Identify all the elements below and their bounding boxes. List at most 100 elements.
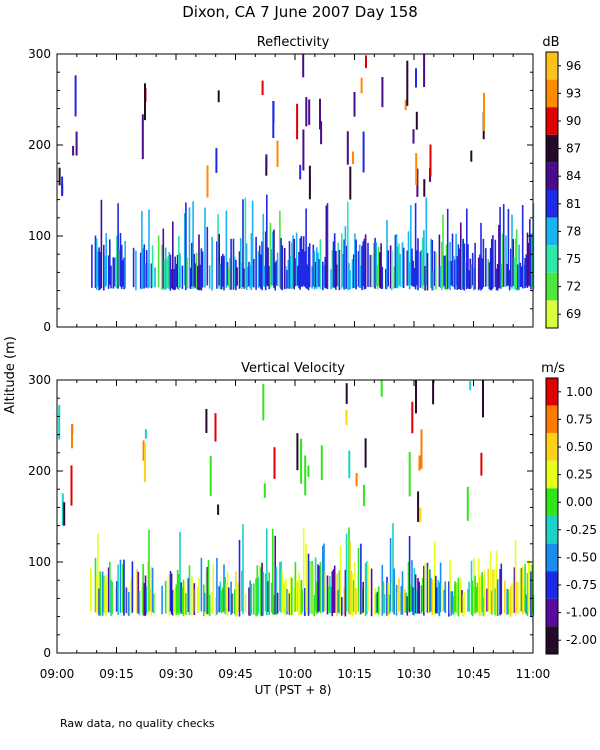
echo-streak [275, 260, 278, 286]
echo-streak [451, 591, 454, 614]
echo-streak [496, 264, 499, 291]
echo-streak [276, 252, 279, 287]
echo-streak [401, 571, 404, 615]
echo-streak [111, 581, 113, 615]
echo-streak [188, 207, 191, 289]
echo-streak [385, 268, 387, 290]
echo-streak [481, 258, 483, 289]
echo-column [355, 473, 358, 487]
echo-streak [431, 240, 434, 291]
echo-streak [207, 560, 210, 615]
echo-column [320, 445, 323, 481]
echo-streak [185, 202, 187, 291]
echo-streak [302, 236, 305, 286]
echo-streak [462, 594, 464, 617]
echo-streak [444, 255, 447, 289]
echo-streak [174, 256, 176, 290]
echo-streak [244, 594, 247, 613]
echo-streak [494, 239, 497, 287]
echo-streak [526, 232, 529, 288]
echo-streak [389, 538, 392, 612]
echo-streak [242, 524, 244, 615]
echo-streak [318, 259, 320, 288]
echo-streak [482, 238, 485, 288]
echo-streak [336, 264, 338, 286]
echo-streak [515, 229, 518, 291]
echo-streak [103, 244, 105, 291]
echo-column [417, 491, 420, 522]
echo-streak [242, 199, 244, 287]
echo-streak [435, 252, 437, 290]
echo-streak [463, 592, 466, 615]
echo-streak [283, 581, 286, 613]
echo-streak [423, 565, 425, 616]
echo-streak [400, 586, 403, 615]
echo-streak [251, 200, 254, 287]
echo-streak [185, 593, 187, 615]
echo-streak [524, 563, 526, 613]
echo-streak [238, 251, 241, 289]
colorbar-swatch [546, 543, 558, 572]
echo-streak [424, 266, 426, 291]
echo-streak [308, 243, 311, 288]
echo-streak [418, 581, 420, 614]
echo-streak [421, 237, 424, 289]
echo-streak [492, 235, 494, 289]
echo-streak [289, 255, 292, 289]
colorbar-label: 0.50 [566, 440, 593, 454]
echo-streak [387, 582, 389, 617]
echo-streak [305, 544, 307, 613]
echo-streak [141, 210, 143, 290]
echo-streak [98, 247, 100, 291]
echo-streak [323, 543, 325, 612]
echo-streak [135, 250, 137, 291]
echo-streak [222, 253, 224, 287]
echo-streak [439, 266, 442, 288]
echo-streak [291, 577, 293, 616]
echo-streak [168, 252, 171, 290]
echo-streak [376, 591, 379, 613]
echo-streak [445, 244, 448, 291]
echo-streak [248, 587, 250, 616]
echo-streak [175, 584, 178, 616]
y-axis-label: Altitude (m) [3, 336, 18, 414]
echo-streak [109, 239, 111, 286]
echo-streak [298, 252, 300, 289]
echo-column [63, 502, 66, 526]
echo-column [61, 176, 64, 197]
echo-streak [391, 250, 393, 291]
echo-streak [395, 584, 398, 616]
echo-streak [469, 258, 472, 289]
echo-streak [124, 241, 126, 289]
echo-streak [101, 571, 104, 616]
echo-streak [370, 568, 373, 617]
echo-streak [148, 529, 150, 612]
echo-streak [285, 266, 287, 290]
echo-streak [337, 242, 339, 287]
echo-streak [358, 244, 361, 288]
velocity-title: Vertical Velocity [241, 361, 345, 376]
echo-streak [375, 593, 378, 614]
echo-streak [228, 587, 230, 612]
echo-streak [283, 248, 286, 289]
colorbar-label: 0.75 [566, 412, 593, 426]
echo-streak [264, 231, 267, 291]
echo-streak [331, 250, 334, 289]
echo-streak [461, 240, 463, 290]
echo-column [304, 455, 307, 496]
echo-streak [319, 561, 322, 614]
echo-streak [169, 571, 172, 612]
echo-streak [363, 238, 366, 290]
echo-column [346, 131, 349, 165]
echo-streak [408, 262, 411, 290]
echo-streak [257, 577, 260, 614]
echo-streak [406, 250, 409, 286]
echo-streak [229, 257, 231, 291]
echo-streak [300, 579, 303, 615]
echo-streak [419, 251, 422, 288]
colorbar-frame [545, 377, 559, 655]
echo-column [261, 80, 264, 95]
echo-streak [267, 581, 269, 613]
echo-streak [208, 265, 211, 289]
echo-streak [413, 568, 416, 616]
